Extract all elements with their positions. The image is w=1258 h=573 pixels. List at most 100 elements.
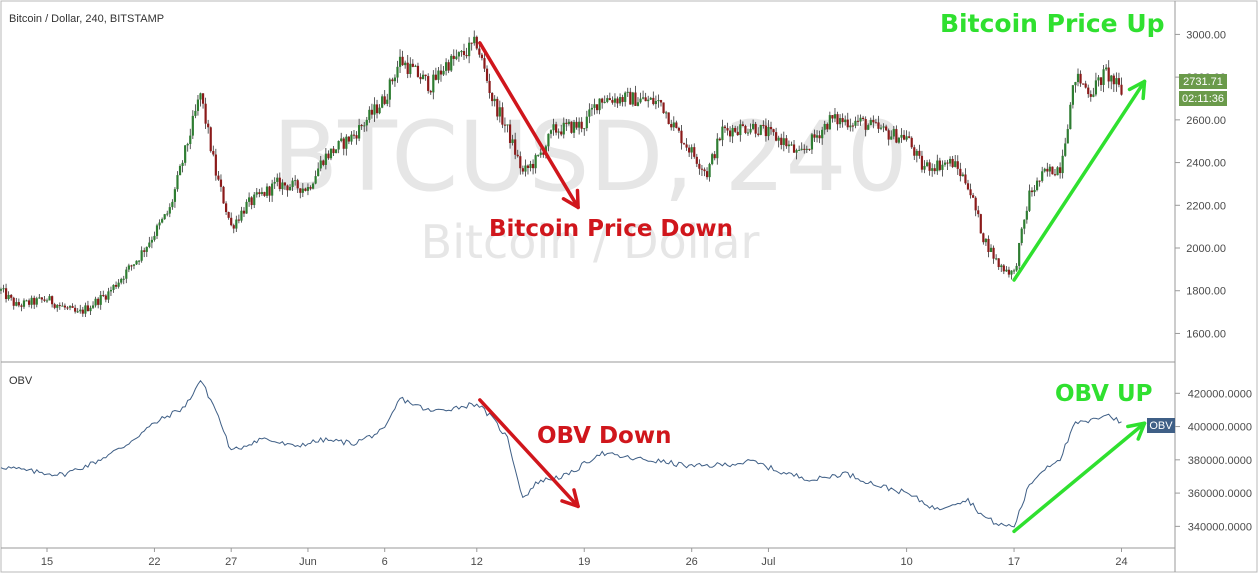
candle-body [240, 210, 243, 221]
candle-body [798, 149, 801, 151]
candle-body [925, 162, 929, 166]
candle-body [1110, 75, 1113, 82]
candle-body [746, 132, 750, 134]
candle-body [71, 306, 74, 308]
countdown-badge [1179, 91, 1227, 106]
candle-body [892, 129, 895, 137]
candle-body [478, 48, 481, 55]
candle-body [928, 162, 931, 171]
candle-body [1028, 190, 1031, 211]
candle-body [153, 235, 156, 240]
candle-body [1048, 166, 1051, 172]
candle-body [358, 125, 361, 139]
candle-body [1102, 69, 1105, 85]
candle-body [621, 97, 624, 102]
candle-body [641, 97, 645, 99]
candle-body [695, 156, 698, 164]
candle-body [595, 104, 599, 111]
candle-body [769, 127, 773, 130]
candle-body [895, 129, 898, 143]
candle-body [534, 155, 537, 169]
candle-body [1112, 75, 1115, 85]
time-tick-label: Jun [299, 556, 317, 568]
candle-body [138, 260, 141, 262]
candle-body [654, 101, 657, 105]
candle-body [421, 74, 425, 80]
candle-body [846, 119, 849, 128]
candle-body [772, 129, 775, 133]
candle-body [112, 284, 115, 290]
candle-body [708, 164, 711, 178]
candle-body [299, 188, 302, 193]
candle-body [222, 186, 225, 204]
candle-body [744, 126, 747, 133]
candle-body [345, 136, 348, 149]
candle-body [711, 154, 714, 165]
candle-body [1107, 67, 1110, 82]
candle-body [309, 187, 312, 189]
candle-body [22, 300, 26, 307]
candle-body [1046, 168, 1049, 172]
candle-body [199, 93, 202, 100]
candle-body [882, 126, 885, 128]
candle-body [237, 219, 240, 221]
candle-body [327, 153, 330, 159]
candle-body [219, 179, 223, 187]
candle-body [677, 127, 681, 131]
time-axis[interactable]: 15 22 27 Jun 6 12 19 26 Jul 10 17 24 [41, 548, 1128, 568]
candle-body [997, 258, 1000, 268]
candle-body [1018, 242, 1021, 266]
annotation-arrows [478, 41, 1147, 534]
candle-body [281, 182, 284, 190]
candle-body [851, 125, 854, 127]
candle-body [53, 304, 56, 308]
candle-body [263, 192, 266, 196]
candle-body [373, 104, 376, 115]
candle-body [143, 250, 146, 252]
candle-body [785, 138, 788, 147]
candle-body [378, 107, 381, 114]
candle-body [306, 187, 310, 191]
candle-body [897, 137, 901, 143]
candle-body [931, 168, 934, 171]
candle-body [570, 121, 573, 133]
candle-body [0, 289, 3, 291]
candle-body [864, 119, 867, 130]
candle-body [657, 100, 660, 102]
candle-body [317, 168, 320, 177]
obv-tick-label: 340000.0000 [1188, 521, 1252, 533]
candle-body [508, 124, 512, 143]
candle-body [20, 305, 23, 307]
candle-body [887, 130, 890, 140]
candle-body [805, 148, 808, 150]
candle-body [823, 123, 826, 130]
candle-body [905, 136, 908, 140]
candle-body [667, 112, 670, 125]
candle-body [171, 201, 174, 208]
candle-body [1064, 143, 1067, 156]
annotation-price-up: Bitcoin Price Up [940, 9, 1165, 38]
candle-body [703, 169, 706, 172]
candle-body [634, 92, 637, 106]
candle-body [191, 115, 194, 136]
candle-body [196, 99, 200, 111]
candle-body [388, 79, 391, 100]
candle-body [590, 107, 594, 110]
candle-body [1094, 80, 1098, 95]
candle-body [429, 90, 432, 93]
candle-body [2, 288, 5, 290]
candle-body [616, 98, 619, 104]
candle-body [370, 109, 374, 115]
candle-body [872, 120, 875, 123]
candle-body [734, 127, 737, 132]
countdown-text: 02:11:36 [1182, 93, 1224, 105]
obv-axis[interactable]: 420000.0000 400000.0000 380000.0000 360000.… [1175, 388, 1252, 533]
candle-body [700, 168, 704, 170]
candle-body [1002, 265, 1005, 272]
candle-body [562, 122, 565, 135]
candle-body [301, 188, 304, 193]
candle-body [718, 138, 721, 141]
candle-body [565, 122, 568, 124]
candle-body [567, 121, 570, 124]
candle-body [752, 123, 755, 129]
